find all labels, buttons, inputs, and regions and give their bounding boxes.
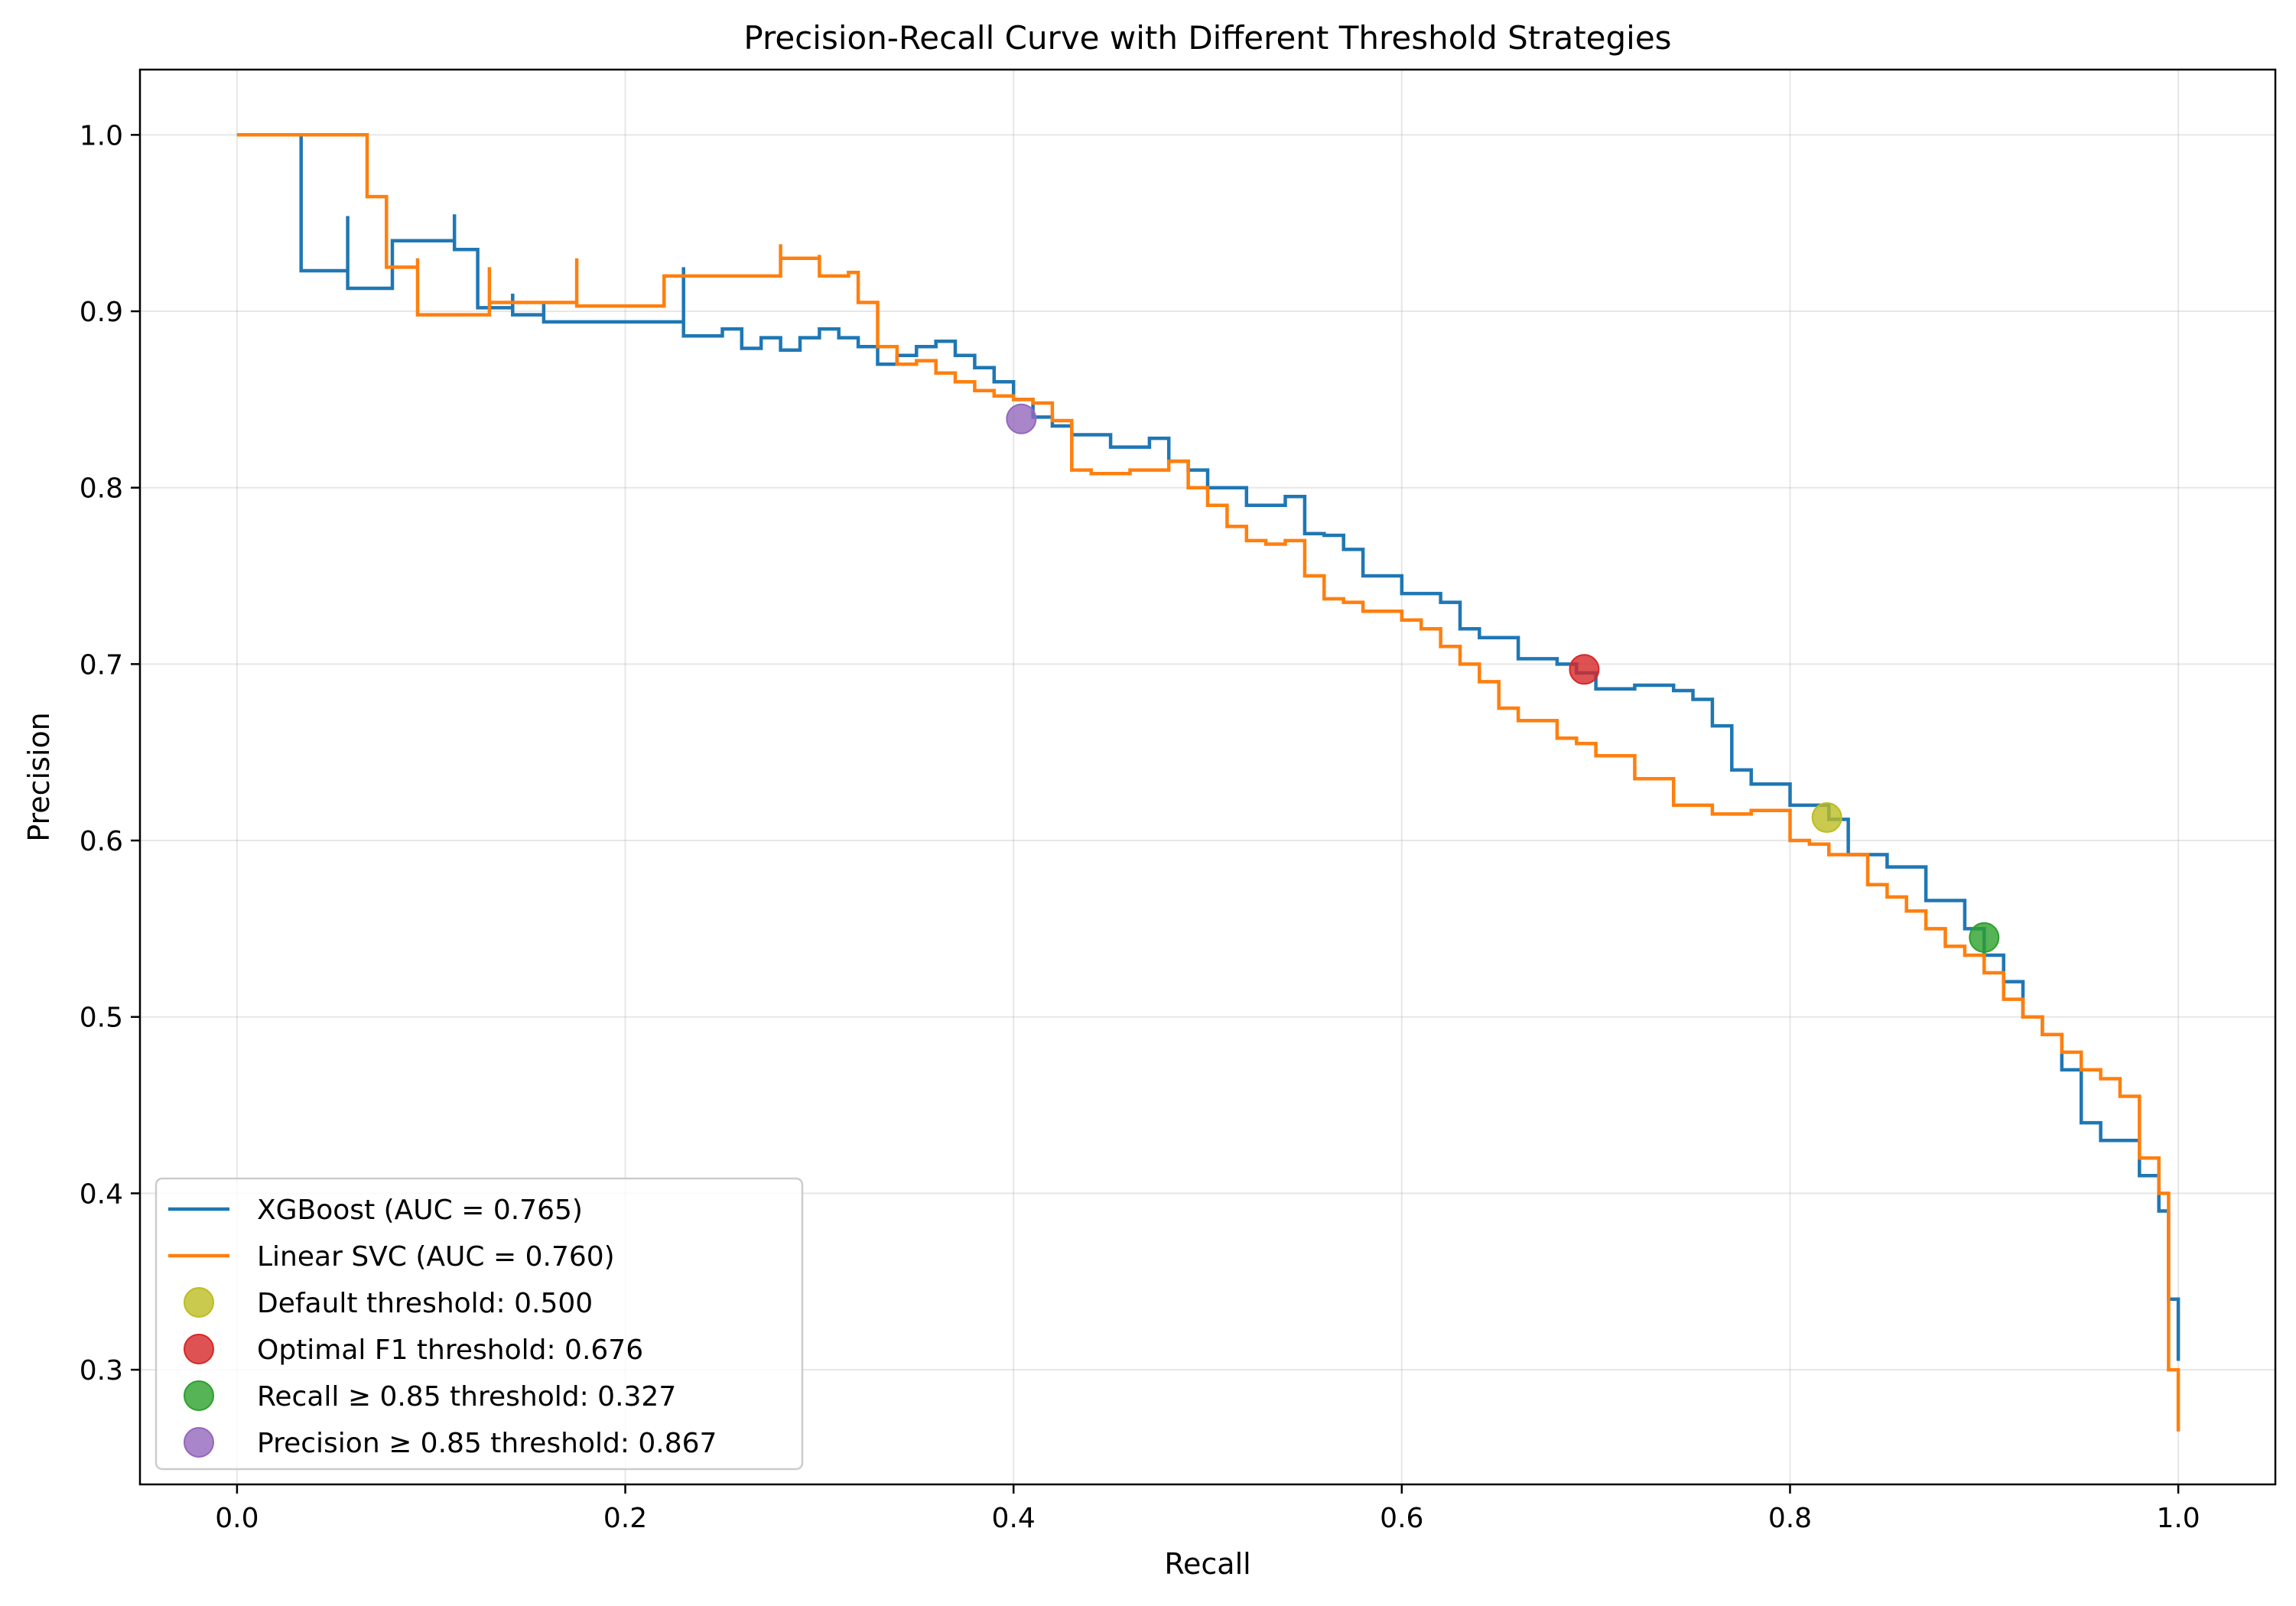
legend-marker-swatch: [184, 1334, 214, 1364]
y-tick-label: 0.8: [80, 473, 123, 505]
legend-label: Default threshold: 0.500: [257, 1288, 593, 1319]
legend-label: Linear SVC (AUC = 0.760): [257, 1241, 615, 1273]
recall-threshold-point: [1969, 922, 2000, 953]
y-tick-label: 0.7: [80, 649, 123, 681]
y-tick-label: 0.6: [80, 826, 123, 857]
legend-marker-swatch: [184, 1427, 214, 1458]
default-threshold-point: [1811, 802, 1842, 834]
y-tick-label: 0.5: [80, 1003, 123, 1034]
x-tick-label: 1.0: [2156, 1503, 2200, 1534]
legend-marker-swatch: [184, 1380, 214, 1411]
legend-label: Optimal F1 threshold: 0.676: [257, 1335, 643, 1366]
series-line-linear-svc: [236, 133, 2181, 1432]
precision-threshold-point: [1006, 403, 1037, 434]
series-layer: [236, 133, 2181, 1432]
plot-frame: [138, 68, 2277, 1486]
optimal-f1-threshold-point: [1569, 654, 1600, 685]
legend-label: Recall ≥ 0.85 threshold: 0.327: [257, 1381, 676, 1413]
legend-box: [154, 1177, 804, 1471]
axes: 0.0 0.2 0.4 0.6 0.8 1.0 0.3 0.4 0.5 0.6 0.7 0.8 0.9 1…: [80, 120, 2200, 1534]
y-axis-label: Precision: [22, 712, 56, 842]
y-tick-label: 0.4: [80, 1178, 123, 1210]
y-tick-label: 0.9: [80, 297, 123, 328]
x-tick-label: 0.2: [603, 1503, 647, 1534]
legend: XGBoost (AUC = 0.765) Linear SVC (AUC = 0…: [154, 1177, 804, 1471]
x-axis-label: Recall: [1164, 1547, 1250, 1581]
legend-label: Precision ≥ 0.85 threshold: 0.867: [257, 1428, 717, 1459]
y-tick-label: 0.3: [80, 1355, 123, 1387]
legend-marker-swatch: [184, 1287, 214, 1318]
x-tick-label: 0.6: [1380, 1503, 1423, 1534]
y-tick-label: 1.0: [80, 120, 123, 151]
x-tick-label: 0.8: [1768, 1503, 1812, 1534]
x-tick-label: 0.0: [215, 1503, 259, 1534]
legend-label: XGBoost (AUC = 0.765): [257, 1195, 583, 1226]
series-line-xgboost: [236, 133, 2181, 1361]
chart-title: Precision-Recall Curve with Different Th…: [743, 19, 1671, 57]
x-tick-label: 0.4: [992, 1503, 1036, 1534]
